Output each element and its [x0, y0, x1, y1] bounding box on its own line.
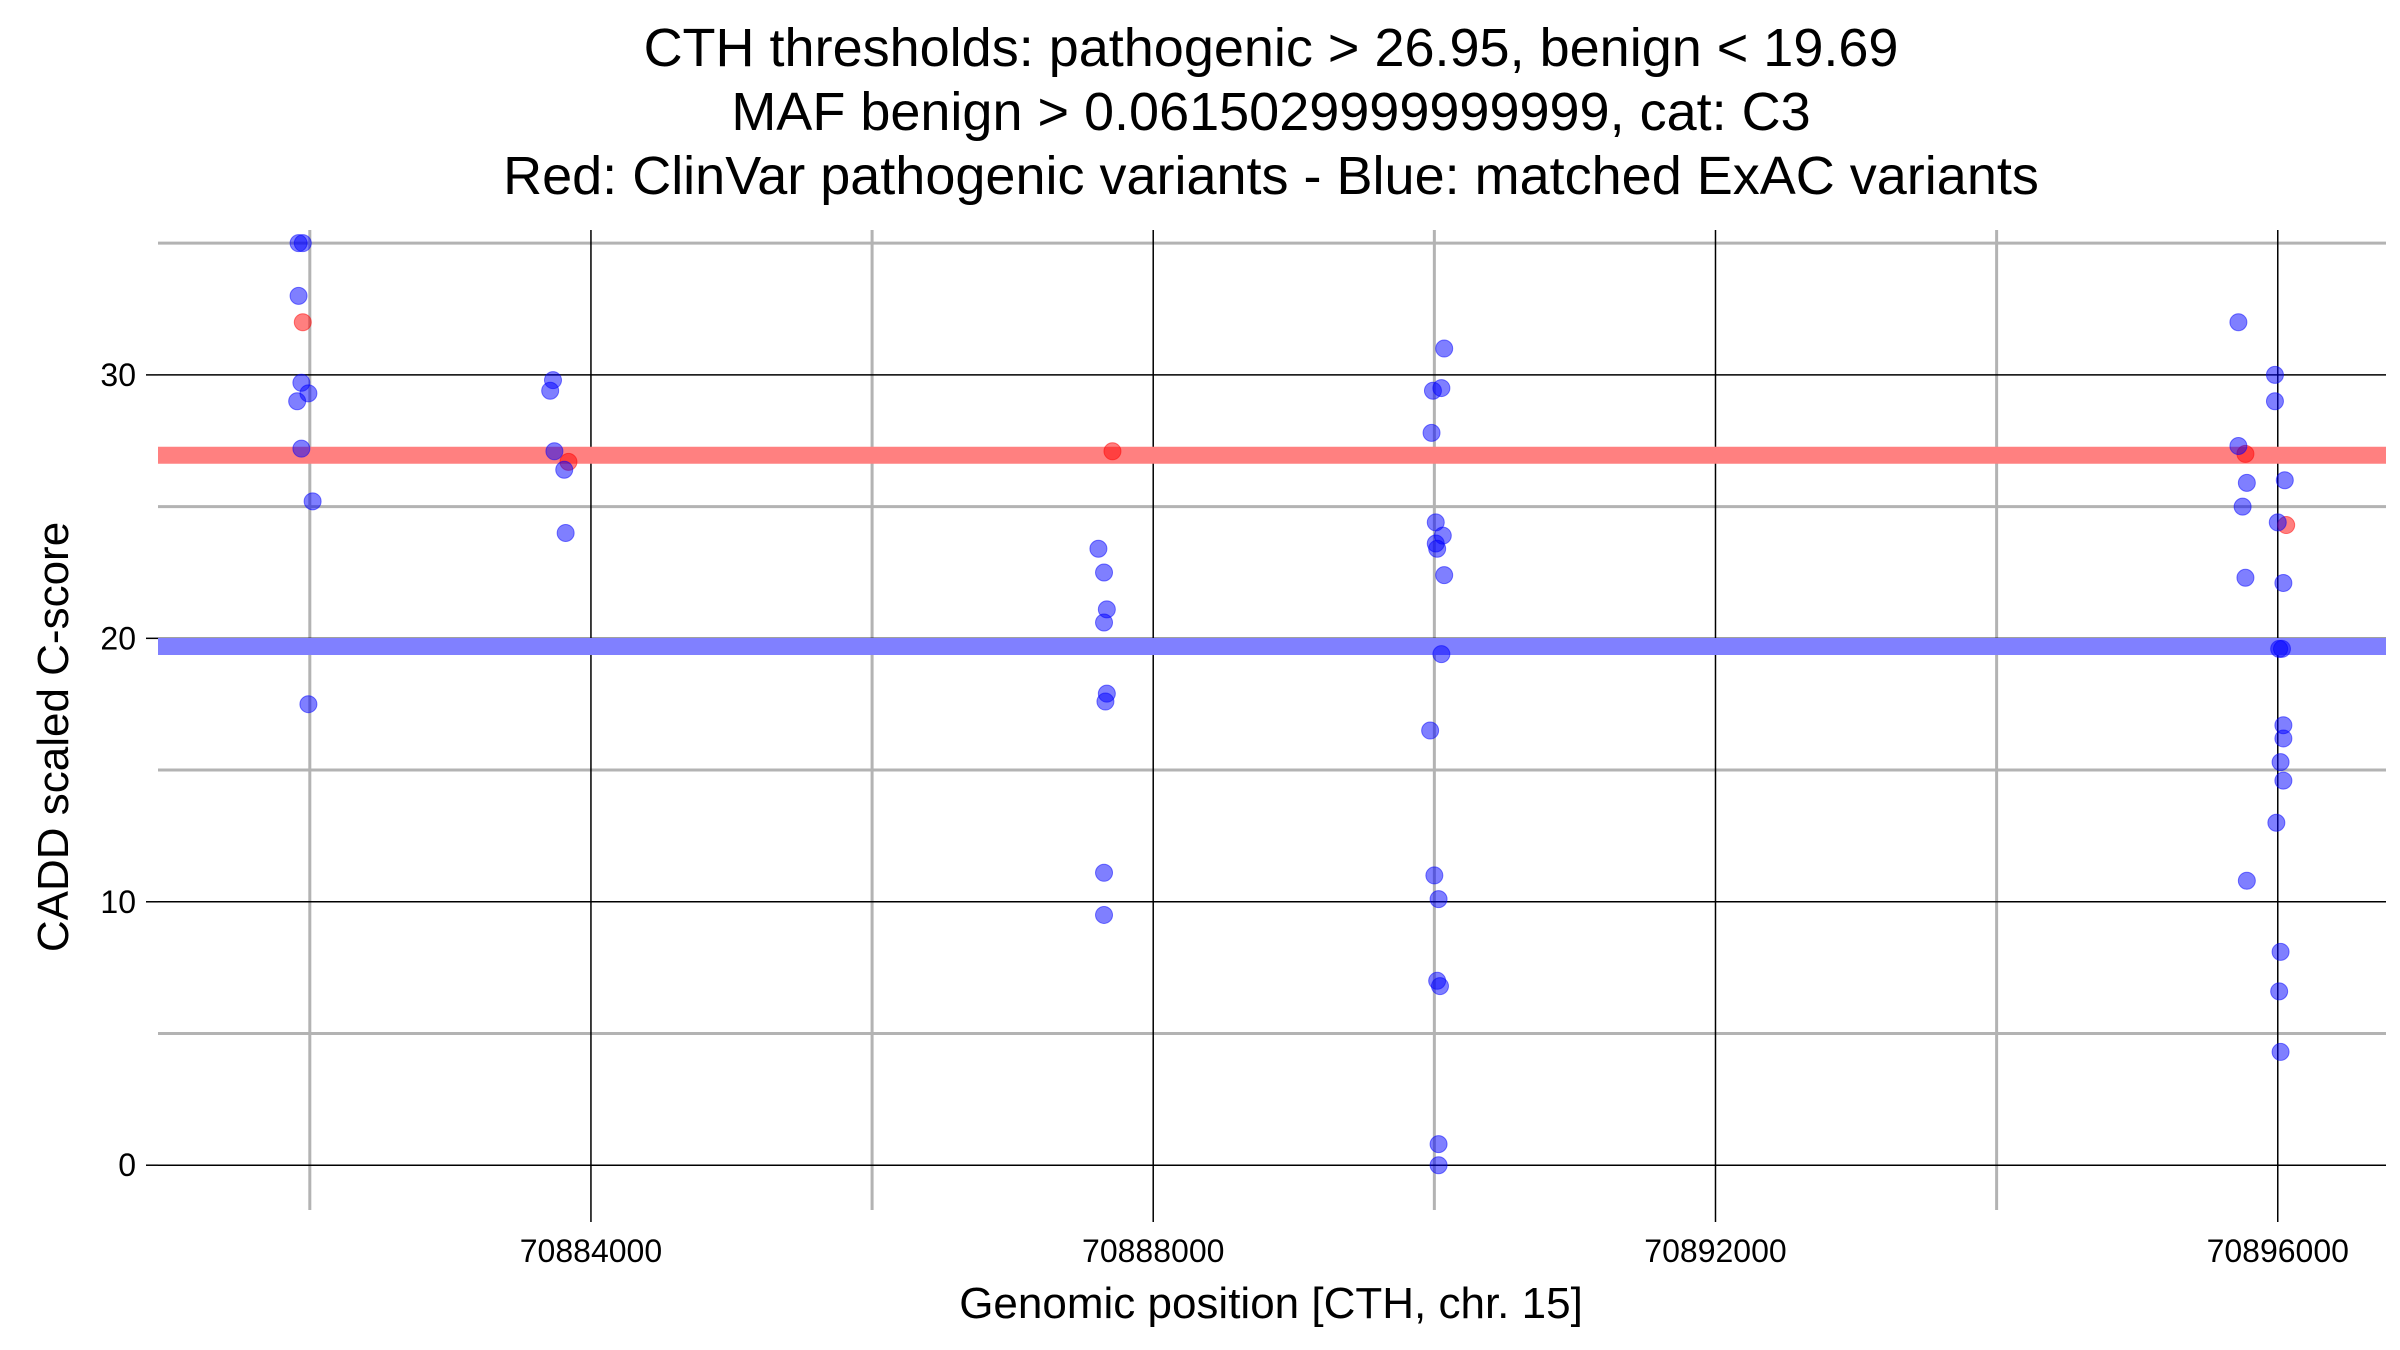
grid-lines — [158, 230, 2386, 1210]
exac-variant-point — [1429, 1135, 1448, 1154]
exac-variant-point — [1435, 339, 1454, 358]
x-tick-label: 70888000 — [1082, 1233, 1224, 1269]
exac-variant-point — [2271, 942, 2290, 961]
exac-variant-point — [2229, 313, 2248, 332]
exac-variant-point — [2265, 392, 2284, 411]
exac-variant-point — [2274, 729, 2293, 748]
x-tick-label: 70896000 — [2207, 1233, 2349, 1269]
exac-variant-point — [288, 392, 307, 411]
exac-variant-point — [1425, 866, 1444, 885]
exac-variant-point — [1435, 566, 1454, 585]
exac-variant-point — [1421, 721, 1440, 740]
exac-variant-point — [1422, 423, 1441, 442]
exac-variant-point — [2237, 871, 2256, 890]
exac-variant-point — [289, 286, 308, 305]
exac-variant-point — [2236, 568, 2255, 587]
exac-variant-point — [1432, 645, 1451, 664]
exac-variant-point — [1095, 905, 1114, 924]
chart-title-line-3: Red: ClinVar pathogenic variants - Blue:… — [503, 146, 2039, 206]
exac-variant-point — [556, 523, 575, 542]
threshold-bands — [158, 446, 2386, 655]
exac-variant-point — [1429, 890, 1448, 909]
exac-variant-point — [2271, 753, 2290, 772]
exac-variant-point — [2271, 1042, 2290, 1061]
exac-variant-point — [1432, 379, 1451, 398]
exac-variant-point — [2274, 771, 2293, 790]
exac-variant-point — [1095, 563, 1114, 582]
x-tick-label: 70884000 — [520, 1233, 662, 1269]
exac-variant-point — [2265, 365, 2284, 384]
y-tick-label: 20 — [100, 620, 136, 656]
exac-variant-point — [1430, 977, 1449, 996]
y-tick-label: 10 — [100, 884, 136, 920]
y-axis-title: CADD scaled C-score — [29, 522, 78, 952]
exac-variant-point — [1095, 863, 1114, 882]
exac-variant-point — [1428, 539, 1447, 558]
exac-variant-point — [2233, 497, 2252, 516]
y-tick-label: 30 — [100, 357, 136, 393]
exac-variant-point — [293, 234, 312, 253]
x-axis-title: Genomic position [CTH, chr. 15] — [959, 1279, 1583, 1328]
chart-title-line-2: MAF benign > 0.0615029999999999, cat: C3 — [731, 82, 1810, 142]
exac-variant-point — [2229, 437, 2248, 456]
chart-title-line-1: CTH thresholds: pathogenic > 26.95, beni… — [644, 18, 1899, 78]
exac-variant-point — [2267, 813, 2286, 832]
exac-variant-point — [2237, 473, 2256, 492]
exac-variant-point — [2275, 471, 2294, 490]
exac-variant-point — [1095, 613, 1114, 632]
exac-variant-point — [303, 492, 322, 511]
exac-variant-point — [1089, 539, 1108, 558]
chart-title: CTH thresholds: pathogenic > 26.95, beni… — [503, 18, 2039, 206]
exac-variant-point — [1096, 692, 1115, 711]
clinvar-pathogenic-point — [293, 313, 312, 332]
axis-ticks: 0 10 20 30 70884000 70888000 70892000 70896000 — [100, 357, 2349, 1269]
exac-variant-point — [555, 460, 574, 479]
exac-variant-point — [292, 439, 311, 458]
x-tick-label: 70892000 — [1644, 1233, 1786, 1269]
exac-variant-point — [2270, 982, 2289, 1001]
clinvar-pathogenic-point — [1103, 442, 1122, 461]
exac-variant-point — [545, 442, 564, 461]
data-points — [288, 234, 2296, 1175]
exac-variant-point — [1429, 1156, 1448, 1175]
exac-variant-point — [2274, 574, 2293, 593]
exac-variant-point — [541, 381, 560, 400]
exac-variant-point — [299, 695, 318, 714]
exac-variant-point — [2272, 639, 2291, 658]
y-tick-label: 0 — [118, 1147, 136, 1183]
exac-variant-point — [2268, 513, 2287, 532]
